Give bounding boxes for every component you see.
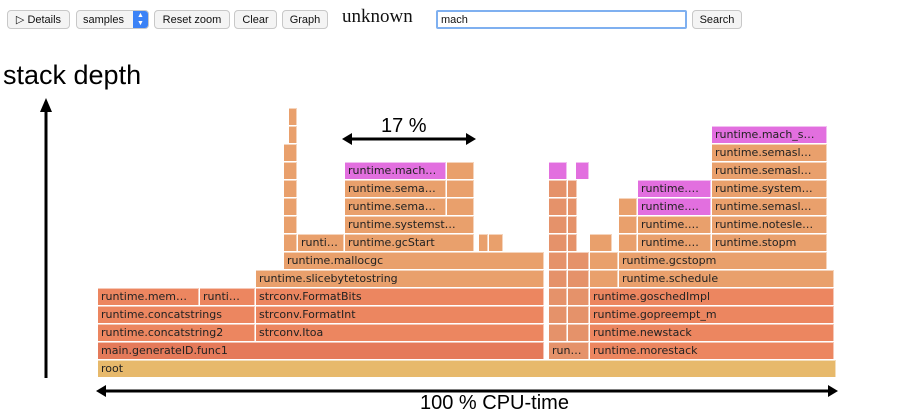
frame-match-small[interactable] [549, 162, 567, 179]
frame-gcstopm[interactable]: runtime.gcstopm [619, 252, 827, 269]
frame-schedule[interactable]: runtime.schedule [619, 270, 834, 287]
frame-mach-match[interactable]: runtime.mach… [345, 162, 446, 179]
frame-block[interactable] [568, 234, 577, 251]
frame-block[interactable] [549, 252, 567, 269]
frame-block[interactable] [568, 252, 589, 269]
frame-block[interactable] [590, 234, 612, 251]
profile-title: unknown [342, 6, 413, 27]
frame-gcstart[interactable]: runtime.gcStart [345, 234, 474, 251]
frame-notesleep[interactable]: runtime.notesle… [712, 216, 827, 233]
highlight-percent-annotation: 17 % [381, 115, 427, 137]
frame-block[interactable] [549, 324, 567, 341]
clear-button[interactable]: Clear [234, 10, 277, 29]
frame-block[interactable] [289, 126, 297, 143]
frame-concatstring2[interactable]: runtime.concatstring2 [98, 324, 255, 341]
frame-block[interactable] [284, 144, 297, 161]
frame-block[interactable] [568, 306, 589, 323]
frame-runtime-match-2[interactable]: runtime.… [638, 180, 711, 197]
frame-block[interactable] [284, 216, 297, 233]
frame-morestack[interactable]: runtime.morestack [590, 342, 834, 359]
frame-block[interactable] [568, 180, 577, 197]
frame-block[interactable] [549, 216, 567, 233]
frame-run-small[interactable]: run… [549, 342, 589, 359]
frame-block[interactable] [549, 288, 567, 305]
frame-block[interactable] [549, 270, 567, 287]
frame-match-small[interactable] [576, 162, 589, 179]
frame-block[interactable] [284, 198, 297, 215]
frame-block[interactable] [619, 216, 637, 233]
frame-newstack[interactable]: runtime.newstack [590, 324, 834, 341]
frame-mallocgc[interactable]: runtime.mallocgc [284, 252, 544, 269]
frame-concatstrings[interactable]: runtime.concatstrings [98, 306, 255, 323]
frame-main-generateid[interactable]: main.generateID.func1 [98, 342, 544, 359]
frame-block[interactable] [289, 108, 297, 125]
frame-block[interactable] [619, 198, 637, 215]
frame-block[interactable] [568, 270, 589, 287]
frame-semasleep-2[interactable]: runtime.semasl… [712, 162, 827, 179]
frame-strconv-formatbits[interactable]: strconv.FormatBits [256, 288, 544, 305]
frame-block[interactable] [549, 234, 567, 251]
frame-block[interactable] [447, 180, 474, 197]
y-axis-annotation: stack depth [3, 60, 142, 90]
frame-root[interactable]: root [98, 360, 836, 377]
frame-block[interactable] [619, 234, 637, 251]
frame-block[interactable] [284, 162, 297, 179]
frame-slicebytetostring[interactable]: runtime.slicebytetostring [256, 270, 544, 287]
sample-type-value: samples [83, 13, 124, 26]
frame-runtime-a2[interactable]: runtime.… [638, 216, 711, 233]
frame-system-2[interactable]: runtime.system… [712, 180, 827, 197]
frame-block[interactable] [489, 234, 503, 251]
frame-semasleep-1[interactable]: runtime.semasl… [712, 198, 827, 215]
frame-runtime-a3-match[interactable]: runtime.… [638, 198, 711, 215]
frame-semaphore-1[interactable]: runtime.sema… [345, 198, 446, 215]
frame-goschedimpl[interactable]: runtime.goschedImpl [590, 288, 834, 305]
frame-stopm[interactable]: runtime.stopm [712, 234, 827, 251]
frame-block[interactable] [568, 288, 589, 305]
frame-mach-s-match[interactable]: runtime.mach_s… [712, 126, 827, 143]
frame-block[interactable] [549, 180, 567, 197]
frame-block[interactable] [447, 162, 474, 179]
frame-block[interactable] [568, 324, 589, 341]
frame-block[interactable] [568, 216, 577, 233]
frame-runti-small[interactable]: runti… [298, 234, 344, 251]
frame-block[interactable] [590, 270, 618, 287]
frame-semasleep-3[interactable]: runtime.semasl… [712, 144, 827, 161]
frame-runtime-mem[interactable]: runtime.mem… [98, 288, 199, 305]
frame-block[interactable] [568, 198, 577, 215]
frame-runtime-a1[interactable]: runtime.… [638, 234, 711, 251]
frame-strconv-formatint[interactable]: strconv.FormatInt [256, 306, 544, 323]
frame-strconv-itoa[interactable]: strconv.Itoa [256, 324, 544, 341]
details-button[interactable]: ▷ Details [7, 10, 70, 29]
frame-block[interactable] [284, 234, 297, 251]
frame-block[interactable] [549, 306, 567, 323]
search-button[interactable]: Search [692, 10, 742, 29]
frame-block[interactable] [549, 198, 567, 215]
x-axis-annotation: 100 % CPU-time [420, 392, 569, 414]
sample-type-select[interactable]: samples ▲ ▼ [76, 10, 149, 29]
frame-block[interactable] [284, 180, 297, 197]
chevron-updown-icon: ▲ ▼ [133, 11, 148, 28]
frame-block[interactable] [590, 252, 618, 269]
frame-runti[interactable]: runti… [200, 288, 255, 305]
frame-systemstack[interactable]: runtime.systemst… [345, 216, 474, 233]
frame-gopreempt[interactable]: runtime.gopreempt_m [590, 306, 834, 323]
graph-button[interactable]: Graph [282, 10, 328, 29]
frame-block[interactable] [479, 234, 488, 251]
frame-block[interactable] [447, 198, 474, 215]
search-input[interactable] [436, 10, 687, 29]
reset-zoom-button[interactable]: Reset zoom [154, 10, 230, 29]
frame-semaphore-2[interactable]: runtime.sema… [345, 180, 446, 197]
